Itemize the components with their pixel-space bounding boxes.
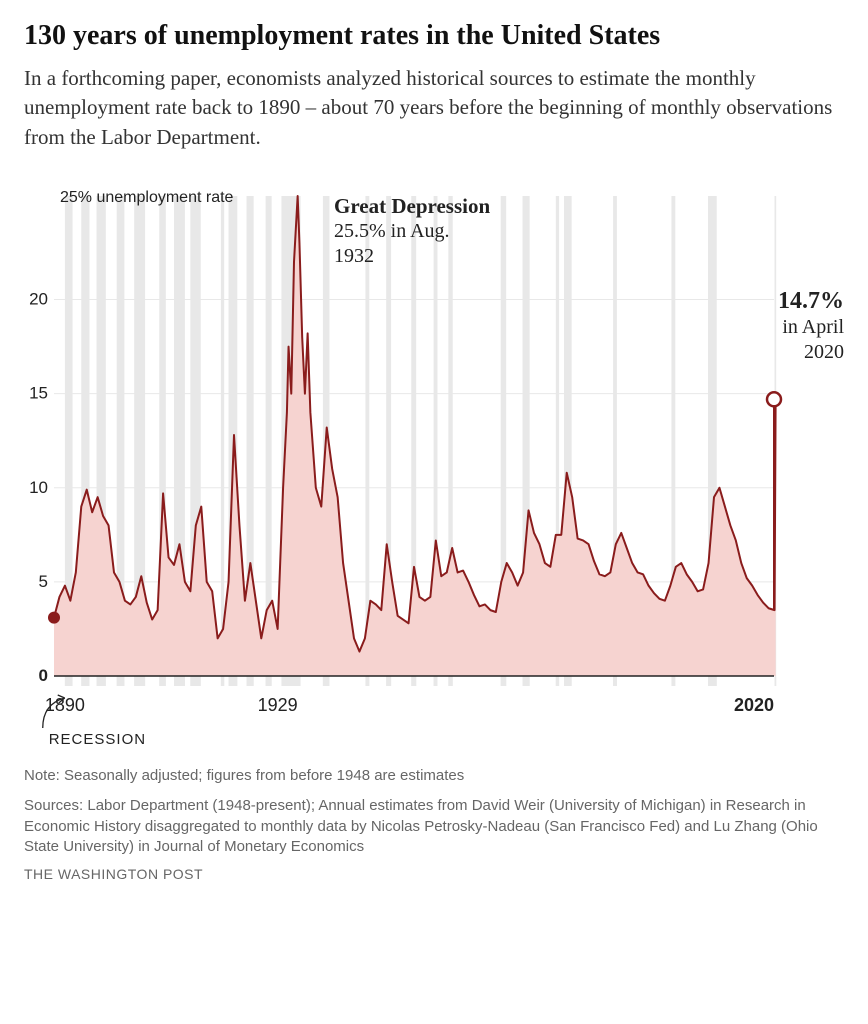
annotation-title: 14.7% [778, 288, 844, 315]
chart-sources: Sources: Labor Department (1948-present)… [24, 796, 844, 857]
annotation-april-2020: 14.7% in April 2020 [778, 288, 844, 365]
chart-credit: THE WASHINGTON POST [24, 865, 844, 884]
chart-subtitle: In a forthcoming paper, economists analy… [24, 64, 844, 152]
svg-text:25% unemployment rate: 25% unemployment rate [60, 189, 234, 206]
svg-text:0: 0 [39, 666, 48, 685]
svg-text:10: 10 [29, 478, 48, 497]
svg-text:15: 15 [29, 384, 48, 403]
svg-text:5: 5 [39, 572, 48, 591]
annotation-text: 25.5% in Aug. 1932 [334, 219, 490, 269]
chart-title: 130 years of unemployment rates in the U… [24, 20, 844, 52]
svg-text:20: 20 [29, 290, 48, 309]
svg-text:2020: 2020 [734, 695, 774, 715]
svg-text:1929: 1929 [258, 695, 298, 715]
annotation-title: Great Depression [334, 194, 490, 219]
annotation-text: in April 2020 [778, 315, 844, 365]
chart-container: 0510152025% unemployment rate18901929202… [24, 176, 844, 756]
svg-text:RECESSION: RECESSION [49, 731, 146, 748]
chart-note: Note: Seasonally adjusted; figures from … [24, 766, 844, 786]
annotation-great-depression: Great Depression 25.5% in Aug. 1932 [334, 194, 490, 269]
